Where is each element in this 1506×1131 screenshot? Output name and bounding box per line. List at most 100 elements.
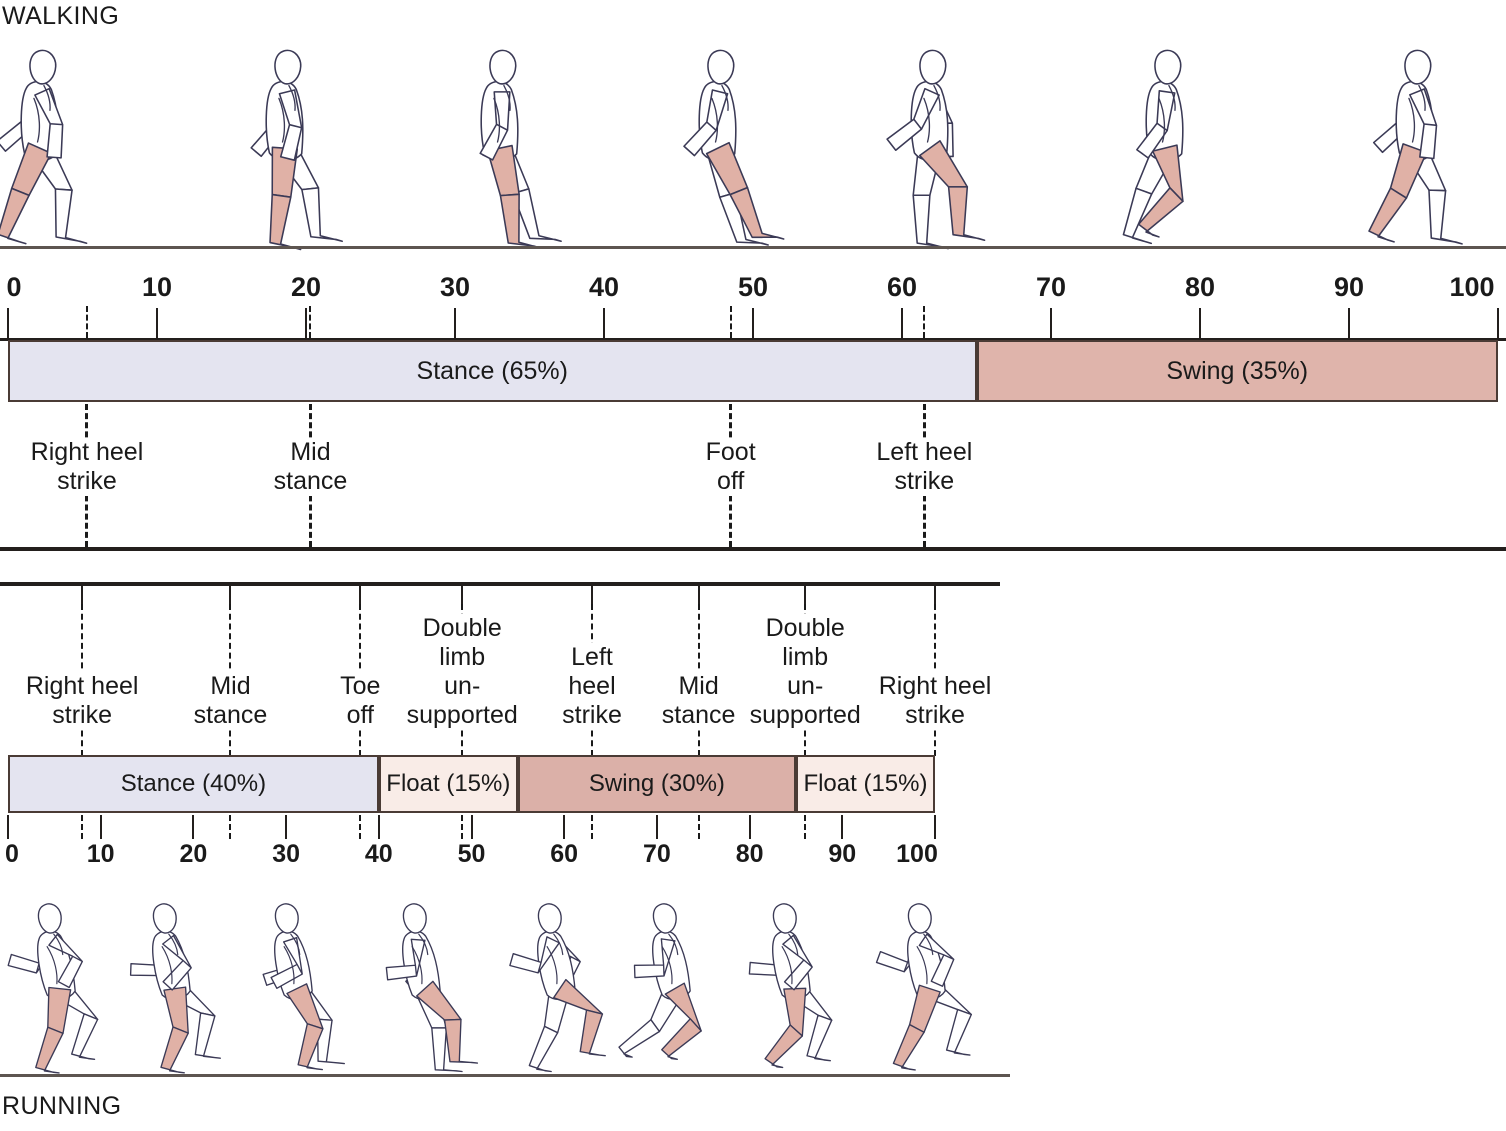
running-event-label-line: Double <box>765 614 845 642</box>
walking-event-label-line1: Right heel <box>30 438 144 466</box>
running-event-label-line: stance <box>661 701 736 729</box>
running-event-tick <box>934 586 936 608</box>
running-top-rule <box>0 582 1000 586</box>
walking-axis-tick <box>454 308 456 340</box>
running-event-guide-lower <box>591 815 593 839</box>
running-tick-label: 100 <box>896 840 938 868</box>
walking-phase-stance: Stance (65%) <box>8 340 977 402</box>
running-event-label-line: Right heel <box>25 672 139 700</box>
walking-tick-label: 100 <box>1449 272 1495 302</box>
running-event-tick <box>359 586 362 608</box>
running-event-label-line: limb <box>439 643 486 671</box>
running-tick-label: 0 <box>5 840 19 868</box>
running-event-label: Mid stance <box>188 672 273 730</box>
walking-axis-tick <box>603 308 605 340</box>
running-axis-tick <box>470 815 473 839</box>
running-event-label-line: heel <box>568 672 616 700</box>
walking-event-guide-upper <box>309 306 312 338</box>
walking-event-guide-upper <box>729 306 732 338</box>
running-axis-tick <box>934 815 936 839</box>
running-event-label-line: Right heel <box>878 672 992 700</box>
walking-axis-tick <box>1497 308 1499 340</box>
walking-figure <box>670 40 785 248</box>
running-phase-label: Stance (40%) <box>120 770 267 797</box>
running-tick-label: 80 <box>735 840 764 868</box>
running-event-label-line: Mid <box>678 672 719 700</box>
walking-event-label-line2: stance <box>273 467 348 495</box>
running-event-label: Toe off <box>335 672 386 730</box>
running-figure <box>372 894 479 1076</box>
running-event-label: Double limb un-supported <box>744 614 866 730</box>
running-event-tick <box>461 586 464 608</box>
running-figure <box>875 894 984 1076</box>
running-event-label: Left heel strike <box>557 643 627 730</box>
walking-axis-tick <box>752 308 754 340</box>
running-event-tick <box>81 586 84 608</box>
walking-event-label-line1: Mid <box>290 438 331 466</box>
walking-tick-label: 30 <box>439 272 471 302</box>
running-event-label-line: Mid <box>210 672 251 700</box>
running-tick-label: 20 <box>179 840 208 868</box>
walking-event-label-line1: Left heel <box>876 438 973 466</box>
running-event-guide-lower <box>359 815 362 839</box>
walking-event-label: Mid stance <box>267 438 354 496</box>
running-figure <box>742 894 849 1076</box>
running-figure <box>618 894 729 1076</box>
walking-event-label: Right heel strike <box>24 438 150 496</box>
running-tick-label: 40 <box>364 840 393 868</box>
running-phase-label: Swing (30%) <box>588 770 725 797</box>
walking-section-title: WALKING <box>2 2 120 30</box>
running-event-label-line: un- <box>444 672 481 700</box>
running-figure <box>507 894 614 1076</box>
walking-event-label-line2: strike <box>894 467 955 495</box>
walking-figure <box>1117 40 1217 248</box>
running-event-label-line: Left <box>571 643 613 671</box>
running-event-label-line: limb <box>782 643 829 671</box>
running-event-label-line: un- <box>787 672 824 700</box>
walking-event-label: Left heel strike <box>870 438 979 496</box>
running-phase-label: Float (15%) <box>386 770 511 797</box>
running-event-guide-lower <box>804 815 807 839</box>
walking-phase-bar: Stance (65%) Swing (35%) <box>0 340 1506 402</box>
running-tick-label: 60 <box>550 840 579 868</box>
running-event-label-line: supported <box>406 701 518 729</box>
walking-tick-label: 80 <box>1184 272 1216 302</box>
running-event-label-line: strike <box>905 701 965 729</box>
running-figure <box>122 894 229 1076</box>
running-event-label-line: strike <box>562 701 622 729</box>
walking-tick-label: 40 <box>588 272 620 302</box>
walking-tick-label: 90 <box>1333 272 1365 302</box>
running-event-tick <box>804 586 807 608</box>
walking-axis-tick <box>305 308 307 340</box>
running-axis-tick <box>655 815 658 839</box>
walking-axis-tick <box>1348 308 1350 340</box>
walking-figure <box>882 40 986 250</box>
running-section-title: RUNNING <box>2 1092 122 1120</box>
walking-figure-strip <box>0 38 1506 251</box>
walking-ground-line <box>0 246 1506 249</box>
running-event-tick <box>697 586 700 608</box>
running-event-label: Mid stance <box>656 672 741 730</box>
running-tick-label: 70 <box>642 840 671 868</box>
running-event-label: Right heel strike <box>873 672 997 730</box>
running-axis-tick <box>7 815 9 839</box>
running-event-guide-lower <box>81 815 84 839</box>
running-tick-label: 10 <box>86 840 115 868</box>
running-event-guide-lower <box>461 815 464 839</box>
walking-figure <box>0 40 92 248</box>
running-phase-bar: Stance (40%) Float (15%) Swing (30%) Float … <box>0 755 940 813</box>
walking-event-guide-upper <box>85 306 88 338</box>
running-phase-float-1: Float (15%) <box>378 755 518 813</box>
running-event-tick <box>229 586 232 608</box>
running-event-tick <box>591 586 593 608</box>
running-event-guide-lower <box>697 815 700 839</box>
running-axis-tick <box>285 815 288 839</box>
running-event-label: Double limb un-supported <box>401 614 523 730</box>
running-event-label-line: Double <box>422 614 502 642</box>
walking-figure <box>1367 40 1467 248</box>
walking-event-label-line2: strike <box>57 467 117 495</box>
walking-axis-rule <box>0 338 1506 341</box>
running-axis-tick <box>377 815 380 839</box>
walking-phase-label: Stance (65%) <box>416 356 568 385</box>
walking-axis-tick <box>7 308 9 340</box>
